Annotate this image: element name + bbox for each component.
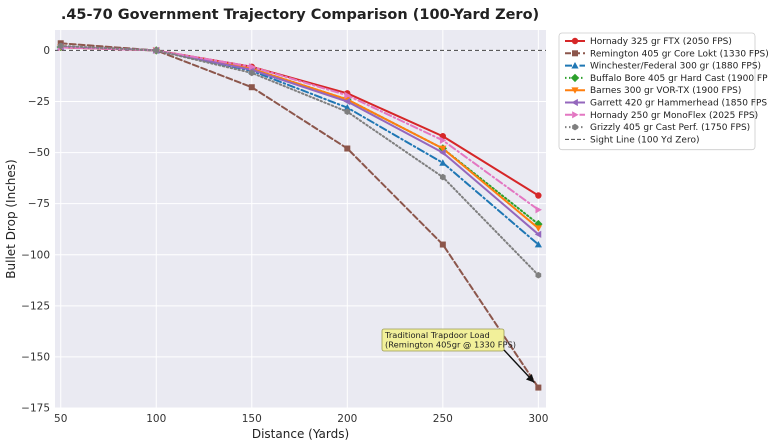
- data-point: [153, 47, 160, 54]
- data-point: [439, 241, 446, 248]
- data-point: [344, 108, 351, 116]
- legend: Hornady 325 gr FTX (2050 FPS) Remington 4…: [558, 32, 768, 151]
- series-line: [59, 44, 540, 277]
- legend-item: Sight Line (100 Yd Zero): [565, 135, 699, 145]
- x-axis-label: Distance (Yards): [252, 427, 349, 441]
- y-tick-label: 0: [43, 45, 50, 57]
- legend-label: Winchester/Federal 300 gr (1880 FPS): [590, 62, 761, 72]
- data-point: [534, 240, 542, 248]
- x-tick-label: 50: [54, 413, 67, 425]
- annotation: Traditional Trapdoor Load(Remington 405g…: [381, 328, 535, 384]
- data-point: [535, 192, 542, 199]
- data-point: [570, 73, 580, 83]
- legend-label: Grizzly 405 gr Cast Perf. (1750 FPS): [590, 123, 750, 133]
- data-point: [439, 159, 447, 166]
- data-point: [344, 145, 351, 152]
- series-line: [59, 42, 540, 389]
- x-tick-label: 200: [337, 413, 357, 425]
- annotation-text: Traditional Trapdoor Load: [384, 330, 490, 340]
- data-point: [535, 271, 542, 279]
- data-point: [343, 97, 351, 106]
- legend-item: Grizzly 405 gr Cast Perf. (1750 FPS): [565, 123, 750, 133]
- data-point: [534, 225, 542, 232]
- data-point: [534, 219, 543, 229]
- legend-label: Hornady 325 gr FTX (2050 FPS): [590, 37, 732, 47]
- legend-item: Hornady 250 gr MonoFlex (2025 FPS): [565, 111, 758, 121]
- legend-item: Garrett 420 gr Hammerhead (1850 FPS): [565, 99, 768, 109]
- data-point: [439, 148, 446, 157]
- legend-label: Barnes 300 gr VOR-TX (1900 FPS): [590, 86, 741, 96]
- y-tick-label: −175: [21, 403, 50, 415]
- legend-item: Barnes 300 gr VOR-TX (1900 FPS): [565, 86, 741, 96]
- chart-title: .45-70 Government Trajectory Comparison …: [61, 7, 539, 23]
- data-point: [344, 91, 351, 99]
- legend-label: Sight Line (100 Yd Zero): [590, 135, 699, 145]
- x-tick-label: 300: [528, 413, 548, 425]
- data-point: [343, 104, 351, 111]
- data-point: [439, 145, 447, 153]
- data-point: [439, 136, 447, 144]
- data-point: [571, 37, 579, 45]
- data-point: [572, 123, 578, 131]
- legend-item: Remington 405 gr Core Lokt (1330 FPS): [565, 49, 768, 59]
- data-point: [534, 230, 542, 238]
- y-axis-label: Bullet Drop (Inches): [4, 159, 18, 278]
- data-point: [571, 62, 579, 69]
- y-tick-label: −25: [28, 96, 50, 108]
- data-point: [248, 63, 256, 71]
- data-point: [439, 173, 446, 181]
- annotation-arrowhead: [525, 373, 535, 383]
- grid-lines: [55, 30, 546, 409]
- x-tick-label: 150: [242, 413, 262, 425]
- y-tick-label: −125: [21, 300, 50, 312]
- y-tick-label: −75: [28, 198, 50, 210]
- data-point: [248, 69, 255, 77]
- data-point: [57, 42, 64, 50]
- legend-label: Remington 405 gr Core Lokt (1330 FPS): [590, 49, 768, 59]
- legend-item: Buffalo Bore 405 gr Hard Cast (1900 FPS): [565, 73, 768, 84]
- y-tick-label: −50: [28, 147, 50, 159]
- legend-box: [558, 32, 756, 151]
- data-point: [572, 111, 579, 119]
- legend-item: Winchester/Federal 300 gr (1880 FPS): [565, 62, 761, 72]
- y-tick-label: −150: [21, 351, 50, 363]
- y-tick-label: −100: [21, 249, 50, 261]
- series-7: [57, 42, 542, 279]
- annotation-box: [381, 328, 505, 352]
- series-layer: [56, 40, 543, 391]
- data-point: [535, 206, 542, 214]
- legend-label: Hornady 250 gr MonoFlex (2025 FPS): [590, 111, 758, 121]
- data-point: [572, 50, 578, 57]
- x-tick-label: 250: [433, 413, 453, 425]
- data-point: [571, 87, 579, 94]
- data-point: [248, 84, 255, 91]
- annotation-text: (Remington 405gr @ 1330 FPS): [385, 340, 516, 350]
- x-tick-label: 100: [146, 413, 166, 425]
- data-point: [571, 98, 578, 107]
- data-point: [535, 384, 542, 391]
- legend-label: Buffalo Bore 405 gr Hard Cast (1900 FPS): [590, 74, 768, 84]
- legend-label: Garrett 420 gr Hammerhead (1850 FPS): [590, 99, 768, 109]
- legend-item: Hornady 325 gr FTX (2050 FPS): [565, 37, 732, 47]
- tick-labels: 50 100 150 200 250 300 0 −25 −50 −75 −100 −125 −150 −…: [21, 45, 548, 425]
